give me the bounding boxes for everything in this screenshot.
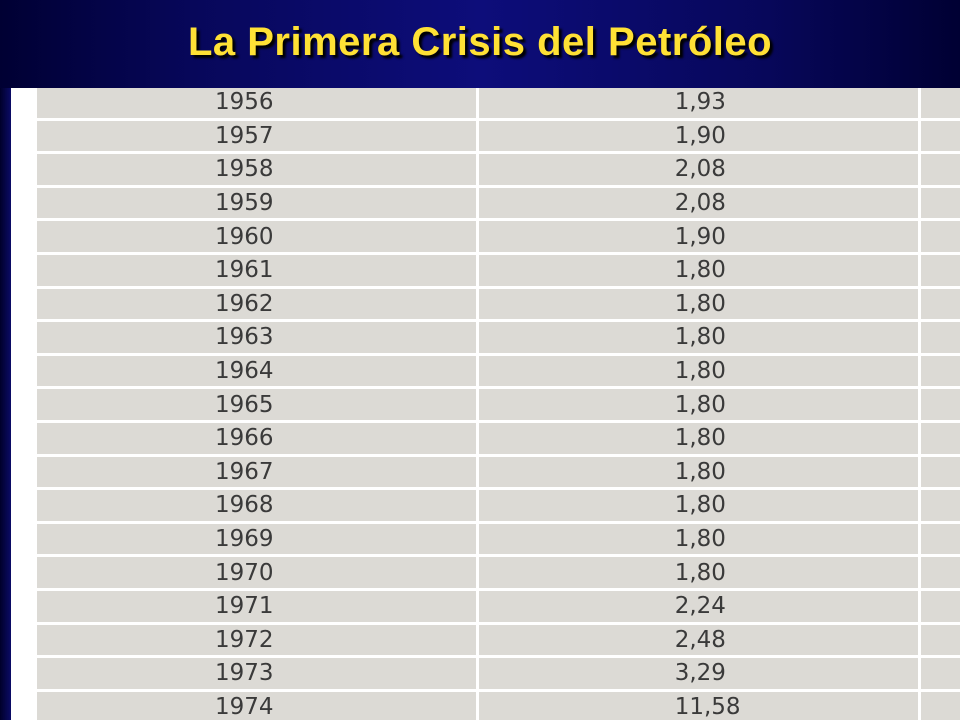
truncated-cell [918, 88, 960, 118]
truncated-cell [918, 590, 960, 622]
year-cell: 1970 [37, 557, 476, 588]
price-cell: 1,80 [475, 523, 919, 555]
truncated-cell [918, 691, 960, 720]
year-cell: 1964 [37, 355, 476, 387]
left-border-strip [0, 88, 11, 720]
year-cell: 1956 [37, 88, 476, 118]
price-cell: 2,48 [475, 624, 919, 656]
table-row: 1960 1,90 [37, 221, 960, 252]
table-row: 1956 1,93 [37, 88, 960, 118]
price-cell: 1,80 [475, 389, 919, 420]
truncated-cell [918, 355, 960, 387]
price-cell: 1,80 [475, 355, 919, 387]
price-cell: 3,29 [475, 658, 919, 689]
table-row: 1965 1,80 [37, 389, 960, 420]
title-bar: La Primera Crisis del Petróleo [0, 0, 960, 88]
table-row: 1971 2,24 [37, 590, 960, 622]
year-cell: 1958 [37, 154, 476, 185]
table-row: 1972 2,48 [37, 624, 960, 656]
price-cell: 1,80 [475, 322, 919, 353]
table-row: 1974 11,58 [37, 691, 960, 720]
table-row: 1958 2,08 [37, 154, 960, 185]
table-row: 1970 1,80 [37, 557, 960, 588]
truncated-cell [918, 624, 960, 656]
table-row: 1962 1,80 [37, 288, 960, 320]
truncated-cell [918, 490, 960, 521]
table-row: 1963 1,80 [37, 322, 960, 353]
truncated-cell [918, 557, 960, 588]
truncated-cell [918, 288, 960, 320]
year-cell: 1967 [37, 456, 476, 488]
table-row: 1968 1,80 [37, 490, 960, 521]
price-cell: 1,80 [475, 557, 919, 588]
year-cell: 1960 [37, 221, 476, 252]
truncated-cell [918, 154, 960, 185]
price-cell: 1,80 [475, 456, 919, 488]
price-cell: 1,90 [475, 221, 919, 252]
table-panel: 1956 1,93 1957 1,90 1958 2,08 1959 2,08 1960 1,90… [11, 88, 960, 720]
oil-price-table: 1956 1,93 1957 1,90 1958 2,08 1959 2,08 1960 1,90… [37, 88, 960, 720]
table-row: 1957 1,90 [37, 120, 960, 152]
table-row: 1961 1,80 [37, 254, 960, 286]
year-cell: 1968 [37, 490, 476, 521]
truncated-cell [918, 322, 960, 353]
truncated-cell [918, 120, 960, 152]
price-cell: 2,08 [475, 154, 919, 185]
truncated-cell [918, 658, 960, 689]
year-cell: 1965 [37, 389, 476, 420]
truncated-cell [918, 389, 960, 420]
year-cell: 1963 [37, 322, 476, 353]
price-cell: 2,08 [475, 187, 919, 219]
table-row: 1973 3,29 [37, 658, 960, 689]
table-row: 1969 1,80 [37, 523, 960, 555]
table-row: 1959 2,08 [37, 187, 960, 219]
price-cell: 1,93 [475, 88, 919, 118]
price-cell: 1,80 [475, 254, 919, 286]
table-row: 1964 1,80 [37, 355, 960, 387]
truncated-cell [918, 254, 960, 286]
year-cell: 1971 [37, 590, 476, 622]
year-cell: 1966 [37, 422, 476, 454]
year-cell: 1973 [37, 658, 476, 689]
price-cell: 2,24 [475, 590, 919, 622]
truncated-cell [918, 422, 960, 454]
price-cell: 1,80 [475, 490, 919, 521]
truncated-cell [918, 221, 960, 252]
year-cell: 1962 [37, 288, 476, 320]
table-body: 1956 1,93 1957 1,90 1958 2,08 1959 2,08 1960 1,90… [37, 88, 960, 720]
table-row: 1966 1,80 [37, 422, 960, 454]
truncated-cell [918, 523, 960, 555]
year-cell: 1957 [37, 120, 476, 152]
year-cell: 1972 [37, 624, 476, 656]
slide-title: La Primera Crisis del Petróleo [187, 20, 773, 64]
year-cell: 1961 [37, 254, 476, 286]
year-cell: 1974 [37, 691, 476, 720]
truncated-cell [918, 187, 960, 219]
year-cell: 1959 [37, 187, 476, 219]
price-cell: 11,58 [475, 691, 919, 720]
year-cell: 1969 [37, 523, 476, 555]
truncated-cell [918, 456, 960, 488]
table-row: 1967 1,80 [37, 456, 960, 488]
price-cell: 1,80 [475, 422, 919, 454]
price-cell: 1,80 [475, 288, 919, 320]
price-cell: 1,90 [475, 120, 919, 152]
